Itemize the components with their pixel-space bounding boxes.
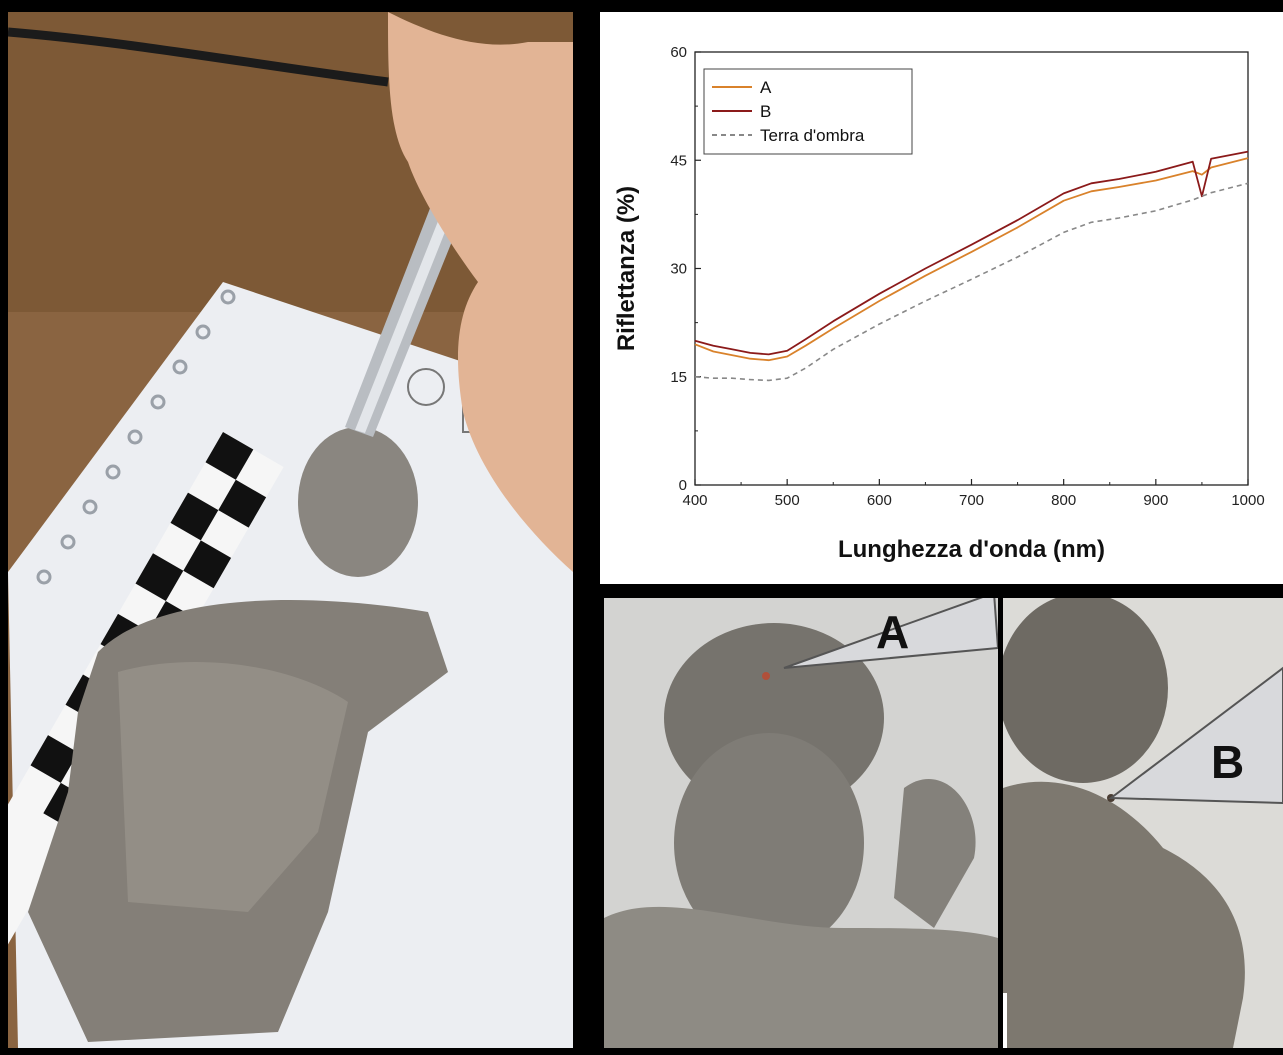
- notebook-spiral: [36, 289, 236, 585]
- reflectance-chart-svg: 400 500 600 700 800 900 1000 0 15 30 45 60 Lunghezza…: [613, 44, 1265, 563]
- legend-label: B: [760, 102, 771, 121]
- x-tick-label: 900: [1143, 492, 1168, 509]
- statue-back-torso: [1003, 781, 1245, 1048]
- probe-cable: [8, 27, 389, 87]
- marker-label-b: B: [1211, 736, 1244, 788]
- chart-series: [694, 150, 1249, 382]
- statue-back-hair: [1003, 598, 1168, 783]
- x-tick-label: 600: [867, 492, 892, 509]
- y-tick-label: 45: [670, 152, 687, 169]
- reflectance-chart: 400 500 600 700 800 900 1000 0 15 30 45 60 Lunghezza…: [600, 12, 1283, 584]
- y-tick-label: 30: [670, 261, 687, 278]
- series-line-2: [694, 150, 1249, 356]
- legend-label: A: [760, 78, 772, 97]
- marker-label-a: A: [876, 606, 909, 658]
- y-tick-label: 0: [679, 477, 687, 494]
- photo-detail-a: A: [604, 598, 998, 1048]
- chart-legend: AB Terra d'ombra: [703, 68, 913, 155]
- y-tick-label: 60: [670, 44, 687, 61]
- series-line-1: [694, 157, 1249, 362]
- chart-axes: 400 500 600 700 800 900 1000 0 15 30 45 60 Lunghezza…: [613, 44, 1265, 563]
- statue-face: [674, 733, 864, 953]
- statuette: [28, 427, 448, 1042]
- photo-a-illustration: A: [604, 598, 998, 1048]
- x-tick-label: 700: [959, 492, 984, 509]
- photo-main-illustration: [8, 12, 573, 1048]
- x-tick-label: 400: [682, 492, 707, 509]
- x-tick-label: 800: [1051, 492, 1076, 509]
- stamp-seal: [407, 368, 445, 406]
- legend-label: Terra d'ombra: [760, 126, 865, 145]
- x-tick-label: 500: [775, 492, 800, 509]
- x-axis-title: Lunghezza d'onda (nm): [838, 536, 1105, 563]
- photo-b-illustration: B: [1003, 598, 1283, 1048]
- y-axis-title: Riflettanza (%): [613, 186, 640, 351]
- x-tick-label: 1000: [1231, 492, 1264, 509]
- series-line-3: [694, 182, 1249, 382]
- photo-detail-b: B: [1003, 598, 1283, 1048]
- y-tick-label: 15: [670, 369, 687, 386]
- pointer-b: [1108, 666, 1283, 805]
- pointer-a: [783, 598, 998, 669]
- hand: [388, 12, 573, 572]
- photo-spectroscopy-measurement: [8, 12, 573, 1048]
- statue-shoulders: [604, 906, 998, 1048]
- measurement-point-a: [762, 672, 770, 680]
